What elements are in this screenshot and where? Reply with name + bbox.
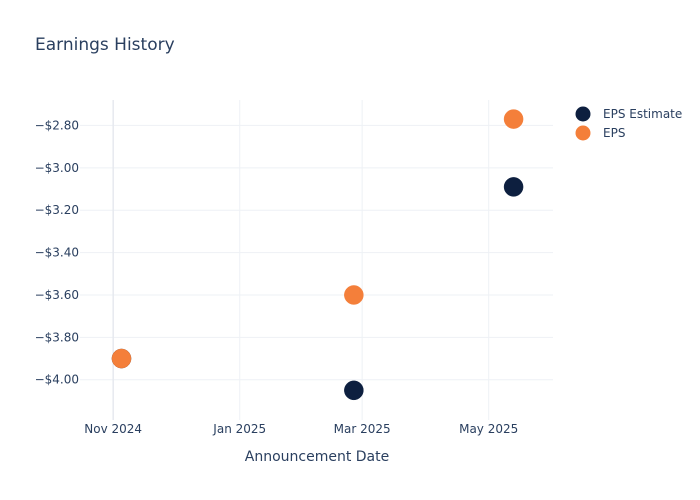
data-points [111, 109, 524, 401]
legend-label: EPS [603, 126, 625, 140]
x-tick-label: May 2025 [459, 422, 518, 436]
eps-estimate-point[interactable] [503, 177, 524, 197]
x-axis-ticks: Nov 2024 Jan 2025 Mar 2025 May 2025 [84, 422, 518, 436]
x-axis-title: Announcement Date [245, 449, 389, 465]
eps-point[interactable] [111, 348, 132, 369]
y-tick-label: −$3.60 [35, 288, 79, 302]
chart-title: Earnings History [35, 35, 175, 55]
eps-estimate-point[interactable] [344, 380, 364, 401]
y-axis-ticks: −$2.80 −$3.00 −$3.20 −$3.40 −$3.60 −$3.80 −$4.… [35, 118, 79, 386]
y-tick-label: −$3.00 [35, 161, 79, 175]
y-tick-label: −$3.40 [35, 246, 79, 260]
legend-label: EPS Estimate [603, 107, 682, 121]
eps-point[interactable] [503, 109, 524, 129]
x-tick-label: Mar 2025 [334, 422, 391, 436]
legend-marker[interactable] [575, 106, 591, 122]
x-tick-label: Jan 2025 [212, 422, 266, 436]
y-tick-label: −$4.00 [35, 373, 79, 387]
eps-point[interactable] [344, 285, 364, 305]
y-tick-label: −$3.20 [35, 203, 79, 217]
x-tick-label: Nov 2024 [84, 422, 142, 436]
grid-lines [80, 100, 553, 420]
legend-marker[interactable] [575, 125, 591, 141]
y-tick-label: −$3.80 [35, 330, 79, 344]
y-tick-label: −$2.80 [35, 118, 79, 132]
legend: EPS Estimate EPS [575, 106, 682, 141]
